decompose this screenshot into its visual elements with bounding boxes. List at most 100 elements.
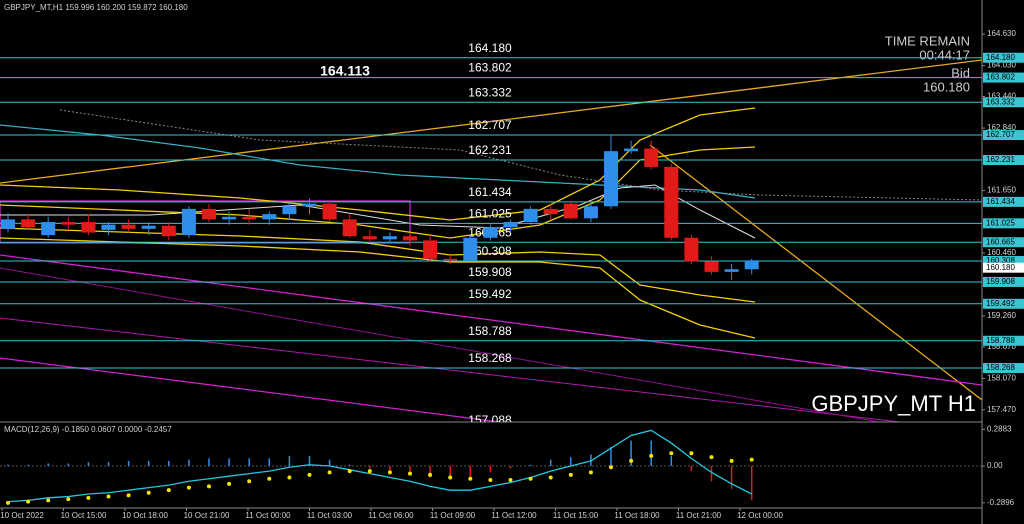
candle-body xyxy=(81,222,96,233)
x-tick-label: 11 Oct 12:00 xyxy=(491,511,537,520)
candle-body xyxy=(61,222,76,225)
level-label: 159.492 xyxy=(468,287,512,301)
candle-body xyxy=(302,203,317,207)
y-tick-label: 164.030 xyxy=(987,61,1016,70)
y-tick-label: 157.470 xyxy=(987,405,1016,414)
channel-line xyxy=(0,357,501,422)
level-marker xyxy=(983,237,1024,248)
time-remain: 00:44:17 xyxy=(919,47,970,62)
signal-dot xyxy=(488,478,493,482)
channel-line xyxy=(0,254,982,386)
level-label: 163.332 xyxy=(468,85,512,99)
candle-body xyxy=(342,219,357,237)
level-label: 162.707 xyxy=(468,118,512,132)
trend-line xyxy=(649,144,982,401)
level-marker-label: 159.908 xyxy=(986,277,1015,286)
candle-body xyxy=(161,225,176,237)
level-label: 158.788 xyxy=(468,324,512,338)
candle-body xyxy=(242,216,257,220)
level-marker xyxy=(983,52,1024,63)
signal-dot xyxy=(287,475,292,480)
x-tick-label: 10 Oct 2022 xyxy=(0,511,44,520)
candle-body xyxy=(503,222,518,228)
level-marker xyxy=(983,196,1024,207)
annotation: 164.113 xyxy=(320,63,370,79)
trend-line xyxy=(0,59,982,184)
x-tick-label: 10 Oct 15:00 xyxy=(61,511,107,520)
envelope-line xyxy=(0,237,756,339)
level-marker xyxy=(983,72,1024,83)
signal-dot xyxy=(86,495,91,500)
cloud-line xyxy=(59,109,982,201)
level-marker xyxy=(983,130,1024,141)
candle-body xyxy=(543,208,558,215)
signal-dot xyxy=(307,472,312,477)
y-tick-label: 160.460 xyxy=(987,248,1016,257)
candle-body xyxy=(101,224,116,230)
candle-body xyxy=(684,237,699,262)
signal-dot xyxy=(387,470,392,475)
x-tick-label: 12 Oct 00:00 xyxy=(737,511,783,520)
signal-dot xyxy=(207,484,211,489)
envelope-line xyxy=(0,227,756,303)
signal-dot xyxy=(166,488,171,493)
candle-body xyxy=(604,151,618,207)
candle-body xyxy=(463,237,478,261)
bid-label: Bid xyxy=(951,65,970,80)
signal-dot xyxy=(408,471,412,476)
level-marker-label: 160.308 xyxy=(986,256,1015,265)
signal-dot xyxy=(367,469,372,474)
level-marker xyxy=(983,276,1024,287)
candle-body xyxy=(282,206,297,215)
y-tick-label: 161.650 xyxy=(987,186,1016,195)
x-tick-label: 11 Oct 18:00 xyxy=(614,511,660,520)
candle-body xyxy=(423,240,438,259)
candle-body xyxy=(1,219,15,229)
level-label: 159.908 xyxy=(468,265,512,279)
level-label: 161.025 xyxy=(468,207,512,221)
candle-body xyxy=(222,216,237,220)
signal-dot xyxy=(669,451,674,456)
level-label: 162.231 xyxy=(468,143,512,157)
level-marker xyxy=(983,335,1024,346)
watermark: GBPJPY_MT H1 xyxy=(811,391,976,416)
chart-title: GBPJPY_MT,H1 159.996 160.200 159.872 160… xyxy=(4,3,188,12)
candle-body xyxy=(523,208,538,223)
level-marker xyxy=(983,218,1024,229)
channel-line xyxy=(0,267,883,422)
level-marker xyxy=(983,255,1024,266)
candle-body xyxy=(724,269,739,272)
signal-dot xyxy=(749,457,754,462)
x-tick-label: 11 Oct 09:00 xyxy=(430,511,476,520)
signal-dot xyxy=(247,479,252,484)
signal-dot xyxy=(428,472,433,477)
y-tick-label: 163.440 xyxy=(987,92,1016,101)
signal-dot xyxy=(548,475,553,480)
x-tick-label: 11 Oct 15:00 xyxy=(553,511,599,520)
candle-body xyxy=(704,261,719,272)
level-marker-label: 158.268 xyxy=(986,363,1015,372)
signal-dot xyxy=(609,465,613,470)
signal-dot xyxy=(568,472,573,477)
candle-body xyxy=(563,203,578,219)
level-label: 158.268 xyxy=(468,351,512,365)
macd-line xyxy=(7,429,752,503)
signal-dot xyxy=(528,476,533,481)
y-tick-label: 158.070 xyxy=(987,374,1016,383)
x-tick-label: 10 Oct 21:00 xyxy=(184,511,230,520)
x-tick-label: 11 Oct 21:00 xyxy=(676,511,722,520)
macd-tick-label: 0.00 xyxy=(987,461,1003,470)
level-marker xyxy=(983,155,1024,166)
level-marker-label: 162.231 xyxy=(986,155,1015,164)
y-tick-label: 158.670 xyxy=(987,342,1016,351)
macd-tick-label: -0.2896 xyxy=(987,498,1015,507)
level-marker-label: 159.492 xyxy=(986,299,1015,308)
signal-dot xyxy=(327,470,332,475)
candle-body xyxy=(202,208,216,220)
channel-line xyxy=(0,317,901,422)
signal-dot xyxy=(186,485,191,490)
x-tick-label: 10 Oct 18:00 xyxy=(122,511,168,520)
signal-dot xyxy=(26,499,31,504)
candle-body xyxy=(583,206,598,219)
